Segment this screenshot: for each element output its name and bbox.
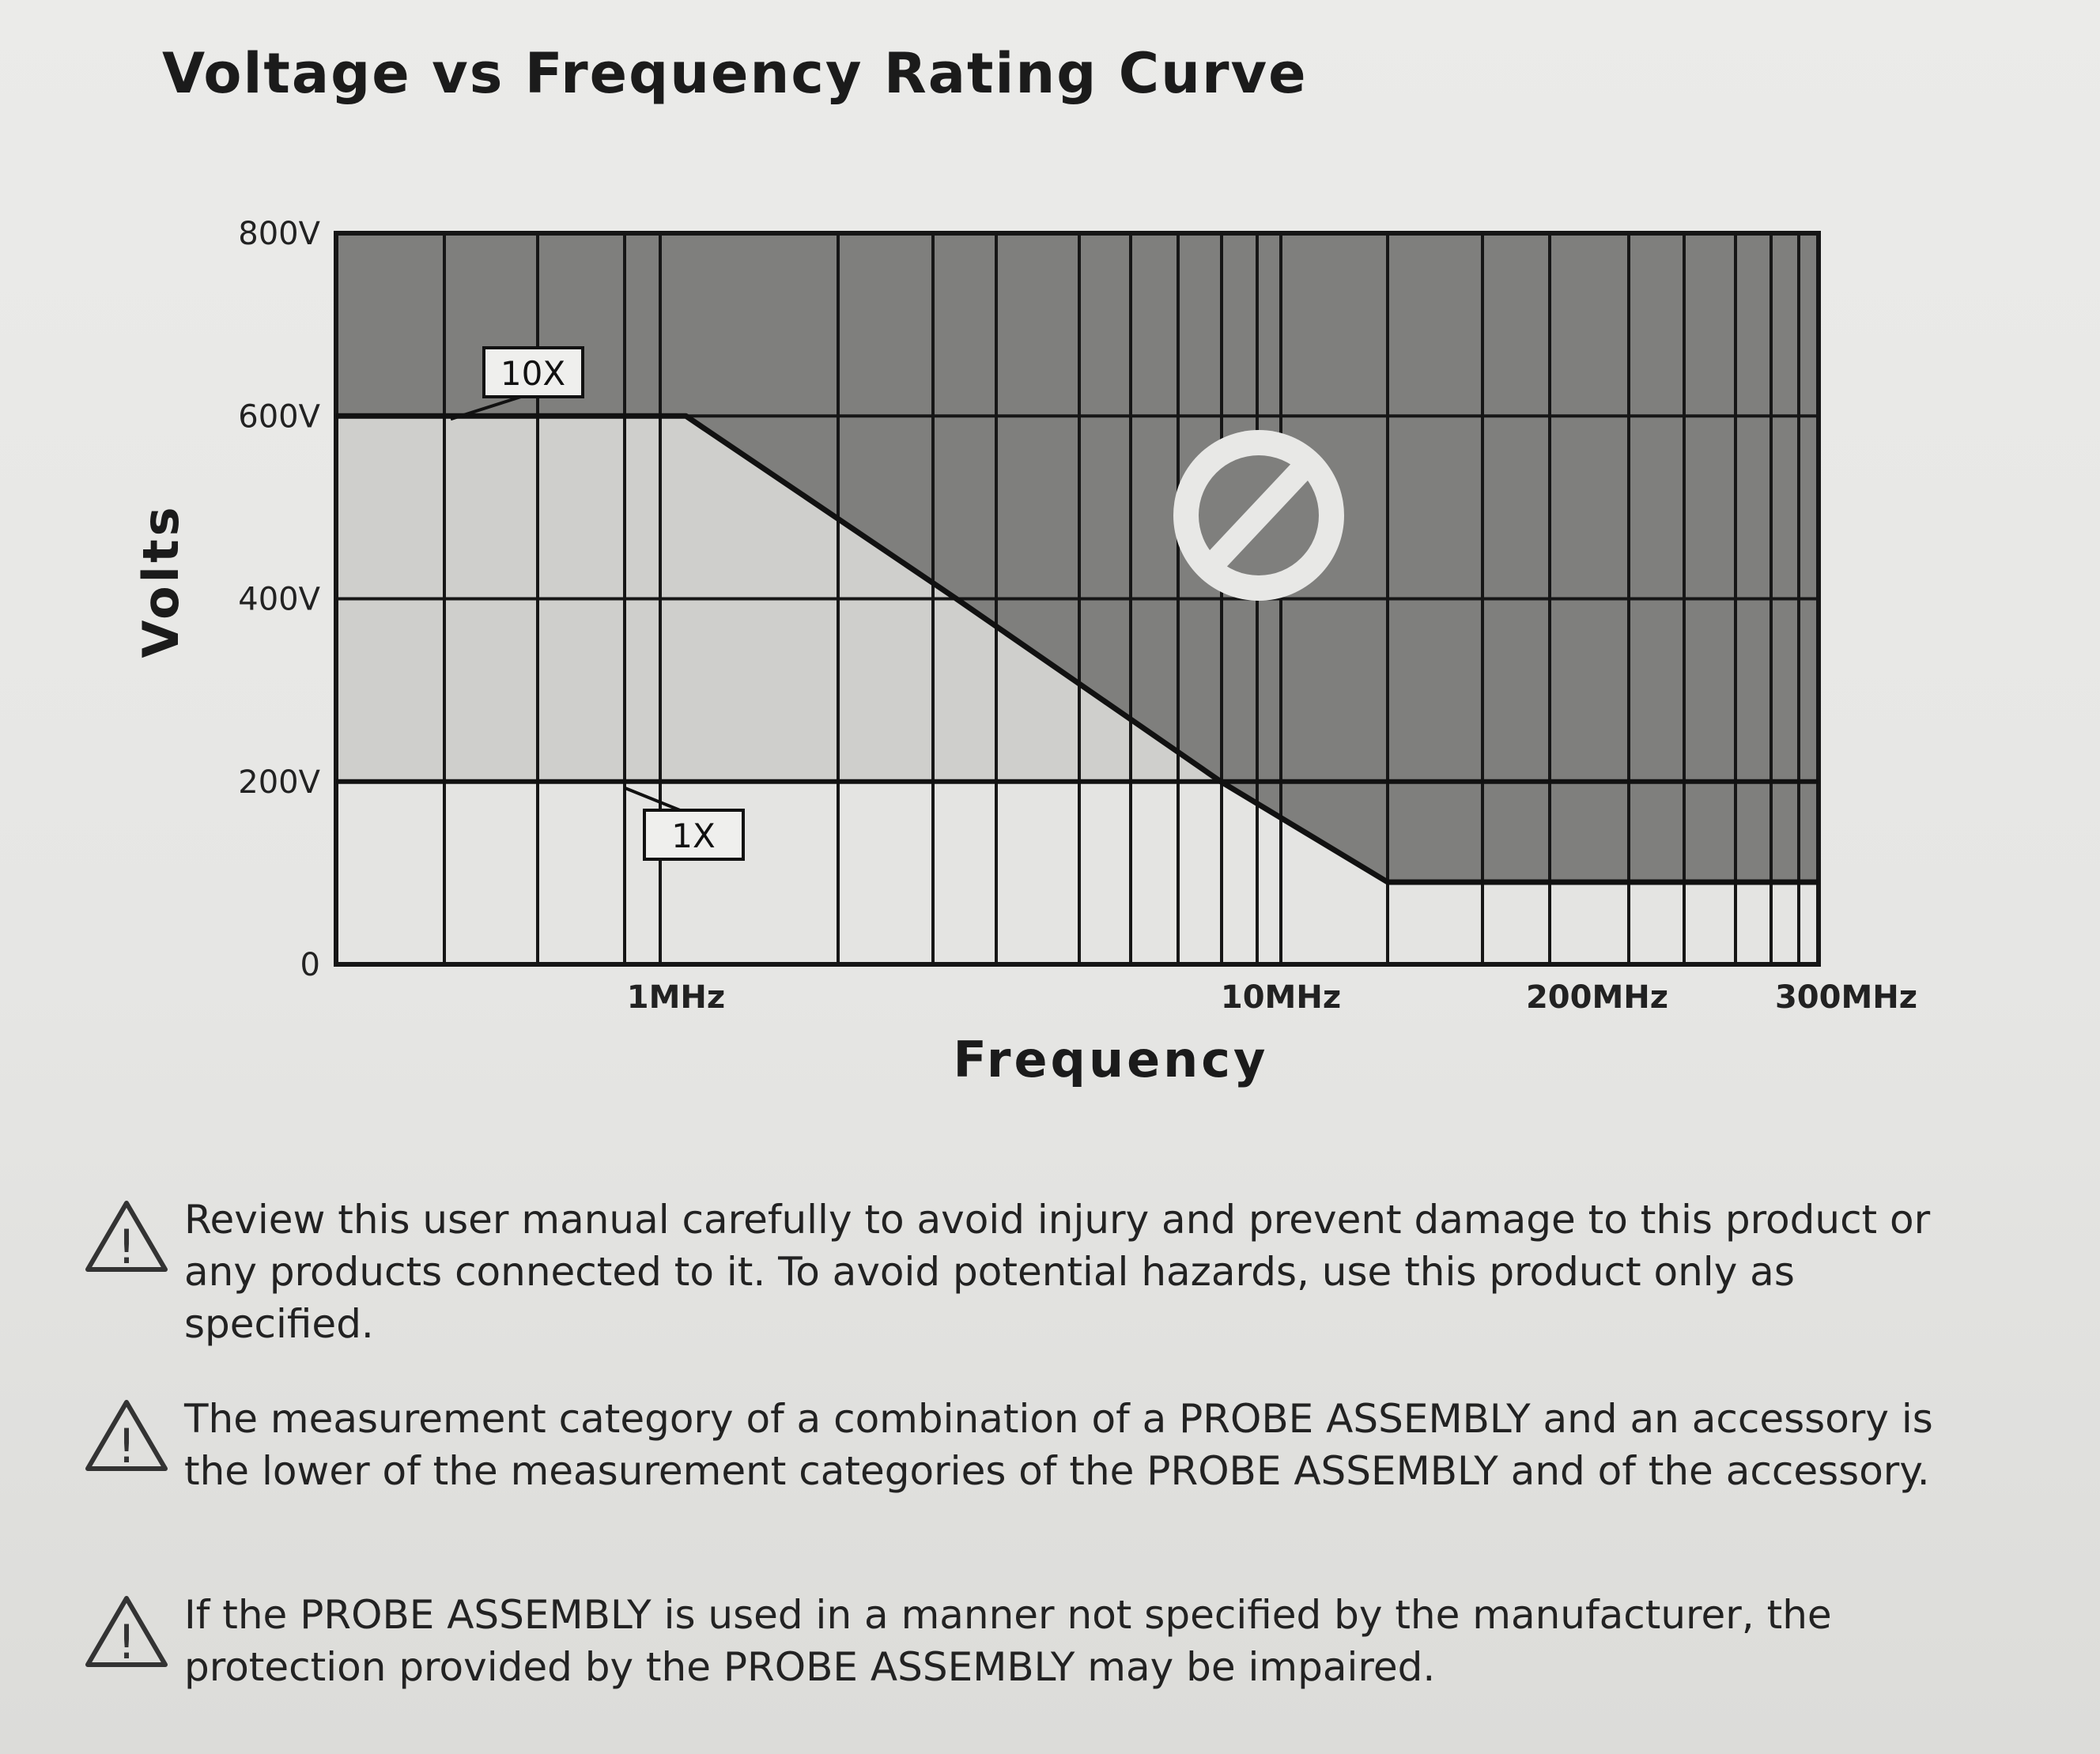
warning-triangle-icon: ! bbox=[85, 1400, 168, 1473]
x-axis-label: Frequency bbox=[954, 1031, 1269, 1088]
x-tick-label: 300MHz bbox=[1775, 979, 1917, 1016]
svg-text:!: ! bbox=[117, 1220, 136, 1274]
y-tick-label: 600V bbox=[238, 398, 320, 435]
x-tick-label: 200MHz bbox=[1526, 979, 1668, 1016]
plot-frame bbox=[334, 231, 1821, 967]
x-tick-label: 10MHz bbox=[1221, 979, 1341, 1016]
svg-text:!: ! bbox=[117, 1615, 136, 1669]
x-tick-label: 1MHz bbox=[627, 979, 725, 1016]
series-10x-point bbox=[956, 598, 957, 599]
chart-title: Voltage vs Frequency Rating Curve bbox=[162, 41, 1308, 106]
label-10x-leader bbox=[450, 394, 527, 421]
series-10x-line bbox=[336, 413, 1819, 885]
y-tick-label: 0 bbox=[300, 947, 320, 983]
series-1x-label: 1X bbox=[671, 817, 716, 855]
prohibited-icon-slash bbox=[1198, 451, 1320, 579]
series-10x-point bbox=[335, 415, 337, 417]
warning-text: The measurement category of a combinatio… bbox=[184, 1396, 1933, 1494]
series-10x-label: 10X bbox=[500, 354, 565, 393]
warning-text: Review this user manual carefully to avo… bbox=[184, 1197, 1931, 1347]
label-1x-leader bbox=[624, 786, 681, 812]
label-10x-box bbox=[482, 346, 584, 398]
rating-curve-chart: 0 200V 400V 600V 800V 1MHz 10MHz 200MHz 300MHz Fr… bbox=[132, 216, 1917, 1088]
warning-text: If the PROBE ASSEMBLY is used in a manne… bbox=[184, 1592, 1832, 1690]
y-tick-label: 400V bbox=[238, 582, 320, 618]
y-axis-label: Volts bbox=[132, 504, 190, 658]
svg-text:!: ! bbox=[117, 1419, 136, 1473]
warning-triangle-icon: ! bbox=[85, 1596, 168, 1669]
label-1x-box bbox=[643, 809, 745, 861]
warning-triangle-icon: ! bbox=[85, 1201, 168, 1274]
y-tick-label: 200V bbox=[238, 764, 320, 801]
y-tick-label: 800V bbox=[238, 216, 320, 252]
